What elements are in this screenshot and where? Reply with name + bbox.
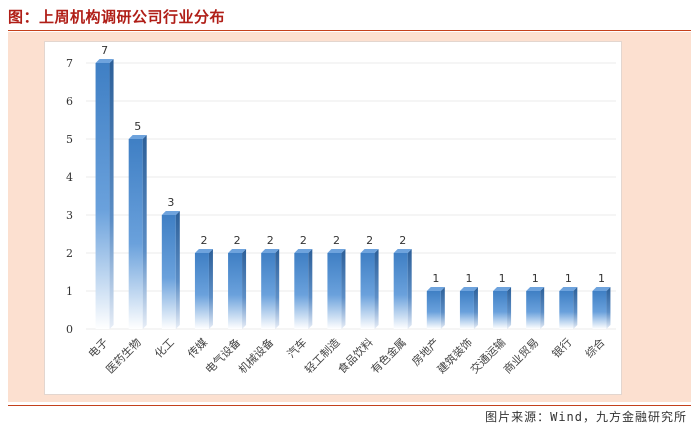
data-labels: 7 5 3 2 2 2 2 2 2 2 1 1 1 1 1 1	[101, 44, 605, 285]
x-category-label: 有色金属	[368, 335, 409, 376]
bar-side	[374, 249, 379, 329]
bar	[493, 291, 508, 329]
bar-value-label: 2	[366, 234, 373, 247]
bar-side	[109, 59, 114, 329]
bar-value-label: 2	[399, 234, 406, 247]
bar-cap	[526, 287, 545, 291]
bar-value-label: 1	[598, 272, 605, 285]
x-category-label: 商业贸易	[500, 335, 541, 376]
bar-cap	[261, 249, 280, 253]
bar-cap	[592, 287, 611, 291]
x-category-label: 食品饮料	[335, 335, 376, 376]
bar	[128, 139, 143, 329]
source-note: 图片来源：Wind，九方金融研究所	[485, 410, 687, 424]
bar-side	[540, 287, 545, 329]
chart-title: 图：上周机构调研公司行业分布	[8, 8, 226, 26]
bar-value-label: 2	[300, 234, 307, 247]
x-category-label: 机械设备	[235, 335, 276, 376]
bar-side	[242, 249, 247, 329]
bar	[194, 253, 209, 329]
bar	[559, 291, 574, 329]
bar-value-label: 1	[432, 272, 439, 285]
y-tick-label: 0	[66, 323, 73, 336]
bar-value-label: 5	[134, 120, 141, 133]
bar-side	[473, 287, 478, 329]
x-category-label: 综合	[582, 335, 607, 360]
bar-cap	[194, 249, 213, 253]
bar-value-label: 3	[167, 196, 174, 209]
bar-value-label: 2	[200, 234, 207, 247]
bar-cap	[128, 135, 147, 139]
bar-side	[308, 249, 313, 329]
bar-cap	[228, 249, 247, 253]
x-category-label: 化工	[151, 335, 176, 360]
bar-cap	[426, 287, 445, 291]
bar	[95, 63, 110, 329]
bar-cap	[360, 249, 379, 253]
bar-cap	[393, 249, 412, 253]
bar-side	[208, 249, 213, 329]
y-tick-label: 3	[66, 209, 73, 222]
bar-value-label: 1	[565, 272, 572, 285]
footer-divider	[8, 405, 691, 406]
x-category-label: 汽车	[284, 335, 309, 360]
bar-cap	[459, 287, 478, 291]
bar	[294, 253, 309, 329]
bar-cap	[327, 249, 346, 253]
bar-value-label: 7	[101, 44, 108, 57]
bar-value-label: 2	[333, 234, 340, 247]
x-category-label: 轻工制造	[302, 335, 343, 376]
bar	[393, 253, 408, 329]
bar-cap	[95, 59, 114, 63]
x-category-label: 银行	[549, 335, 574, 360]
bar-side	[440, 287, 445, 329]
bar-side	[341, 249, 346, 329]
x-category-label: 交通运输	[467, 335, 508, 376]
title-divider	[8, 30, 691, 31]
x-category-label: 医药生物	[103, 335, 144, 376]
x-category-label: 电子	[86, 336, 111, 361]
y-tick-label: 5	[66, 133, 73, 146]
bar-cap	[294, 249, 313, 253]
y-tick-label: 7	[66, 57, 73, 70]
bar-side	[275, 249, 280, 329]
bar	[459, 291, 474, 329]
bar	[261, 253, 276, 329]
y-tick-label: 4	[66, 171, 73, 184]
bar-value-label: 1	[532, 272, 539, 285]
x-category-label: 建筑装饰	[434, 335, 475, 376]
bar	[426, 291, 441, 329]
bar-value-label: 1	[465, 272, 472, 285]
bar	[526, 291, 541, 329]
bar-value-label: 2	[267, 234, 274, 247]
bar-side	[573, 287, 578, 329]
bar-side	[142, 135, 147, 329]
x-category-label: 电气设备	[202, 335, 243, 376]
bar-value-label: 2	[234, 234, 241, 247]
bar-side	[407, 249, 412, 329]
bar	[360, 253, 375, 329]
bar	[161, 215, 176, 329]
bar	[228, 253, 243, 329]
y-tick-label: 1	[66, 285, 73, 298]
y-tick-label: 6	[66, 95, 73, 108]
bar	[592, 291, 607, 329]
bar-series	[95, 59, 611, 329]
x-category-label: 传媒	[185, 336, 210, 361]
bar-value-label: 1	[499, 272, 506, 285]
bar-side	[175, 211, 180, 329]
y-tick-label: 2	[66, 247, 73, 260]
bar-cap	[161, 211, 180, 215]
bar-side	[606, 287, 611, 329]
bar-cap	[493, 287, 512, 291]
y-axis-ticks: 0 1 2 3 4 5 6 7	[66, 57, 73, 336]
bar	[327, 253, 342, 329]
bar-side	[507, 287, 512, 329]
bar-cap	[559, 287, 578, 291]
